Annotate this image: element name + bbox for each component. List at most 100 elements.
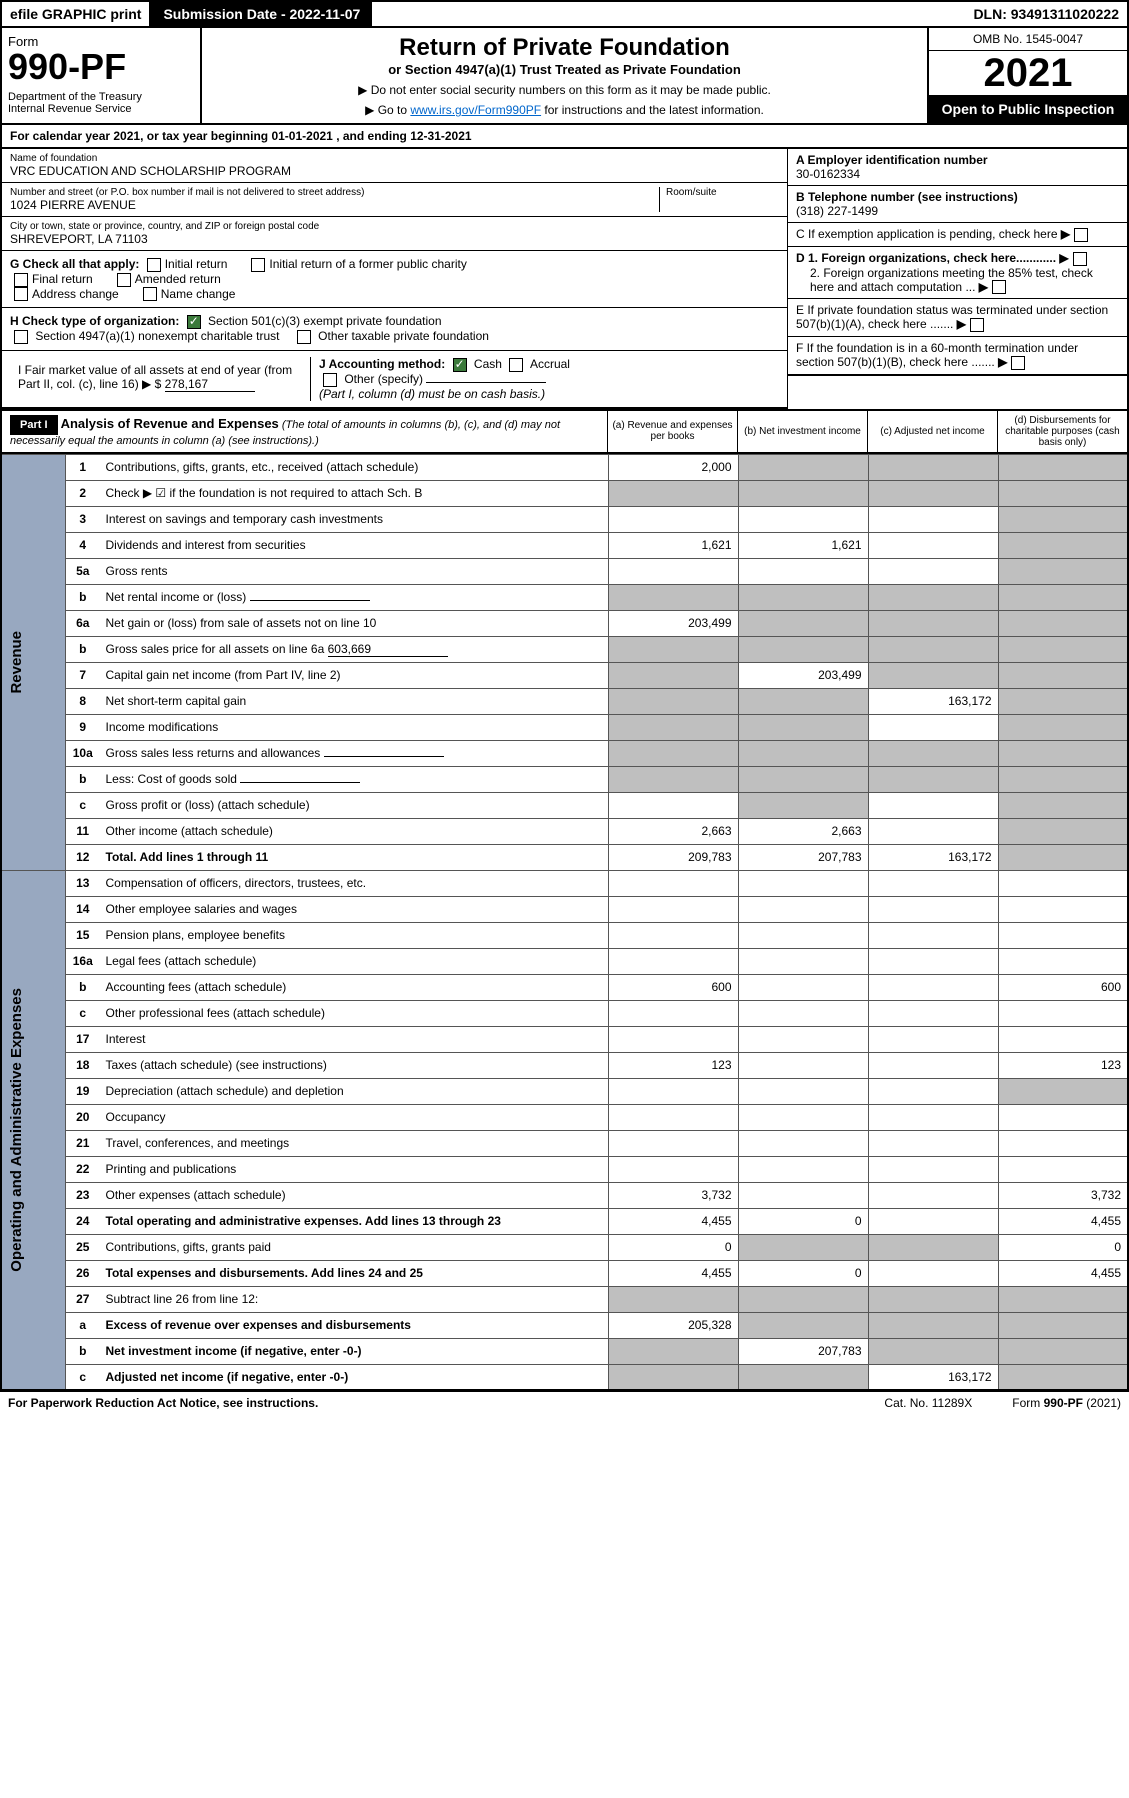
line-row: cOther professional fees (attach schedul… bbox=[1, 1000, 1128, 1026]
form-header: Form 990-PF Department of the Treasury I… bbox=[0, 28, 1129, 125]
cell-b bbox=[738, 766, 868, 792]
cell-b bbox=[738, 1312, 868, 1338]
h-checkbox-501c3[interactable] bbox=[187, 315, 201, 329]
line-label: Taxes (attach schedule) (see instruction… bbox=[100, 1052, 609, 1078]
lines-table: Revenue1Contributions, gifts, grants, et… bbox=[0, 454, 1129, 1392]
cell-a: 3,732 bbox=[608, 1182, 738, 1208]
f-checkbox[interactable] bbox=[1011, 356, 1025, 370]
d2-checkbox[interactable] bbox=[992, 280, 1006, 294]
line-row: 15Pension plans, employee benefits bbox=[1, 922, 1128, 948]
j-accrual-checkbox[interactable] bbox=[509, 358, 523, 372]
cell-d bbox=[998, 1130, 1128, 1156]
cell-c bbox=[868, 1078, 998, 1104]
j-cash-checkbox[interactable] bbox=[453, 358, 467, 372]
g-checkbox-4[interactable] bbox=[14, 287, 28, 301]
cell-c bbox=[868, 740, 998, 766]
footer-right: Form 990-PF (2021) bbox=[1012, 1396, 1121, 1410]
cell-b bbox=[738, 1234, 868, 1260]
cell-b bbox=[738, 714, 868, 740]
expenses-sidelabel: Operating and Administrative Expenses bbox=[8, 988, 25, 1272]
cell-b bbox=[738, 896, 868, 922]
line-row: cGross profit or (loss) (attach schedule… bbox=[1, 792, 1128, 818]
h-checkbox-other[interactable] bbox=[297, 330, 311, 344]
f-cell: F If the foundation is in a 60-month ter… bbox=[788, 337, 1127, 376]
cell-d bbox=[998, 454, 1128, 480]
cell-c bbox=[868, 636, 998, 662]
cell-d bbox=[998, 922, 1128, 948]
line-label: Gross sales price for all assets on line… bbox=[100, 636, 609, 662]
name-label: Name of foundation bbox=[10, 153, 779, 164]
part1-desc: Part I Analysis of Revenue and Expenses … bbox=[2, 411, 607, 452]
line-number: a bbox=[66, 1312, 100, 1338]
line-row: bNet rental income or (loss) bbox=[1, 584, 1128, 610]
line-label: Depreciation (attach schedule) and deple… bbox=[100, 1078, 609, 1104]
line-number: 9 bbox=[66, 714, 100, 740]
cell-c bbox=[868, 454, 998, 480]
cell-a: 203,499 bbox=[608, 610, 738, 636]
cell-c: 163,172 bbox=[868, 1364, 998, 1390]
cell-d bbox=[998, 896, 1128, 922]
cell-b: 203,499 bbox=[738, 662, 868, 688]
cell-a: 2,663 bbox=[608, 818, 738, 844]
line-row: 9Income modifications bbox=[1, 714, 1128, 740]
line-row: 7Capital gain net income (from Part IV, … bbox=[1, 662, 1128, 688]
cell-a bbox=[608, 1364, 738, 1390]
cell-c bbox=[868, 1234, 998, 1260]
cell-c bbox=[868, 714, 998, 740]
g-checkbox-2[interactable] bbox=[14, 273, 28, 287]
cell-b bbox=[738, 688, 868, 714]
line-row: 14Other employee salaries and wages bbox=[1, 896, 1128, 922]
footer-left: For Paperwork Reduction Act Notice, see … bbox=[8, 1396, 318, 1410]
e-checkbox[interactable] bbox=[970, 318, 984, 332]
cell-a bbox=[608, 740, 738, 766]
tax-year: 2021 bbox=[929, 51, 1127, 95]
j-cash: Cash bbox=[474, 357, 502, 371]
j-other-checkbox[interactable] bbox=[323, 373, 337, 387]
form-link[interactable]: www.irs.gov/Form990PF bbox=[410, 103, 541, 117]
cell-d bbox=[998, 532, 1128, 558]
cell-c bbox=[868, 1130, 998, 1156]
cal-pre: For calendar year 2021, or tax year begi… bbox=[10, 129, 271, 143]
addr-label: Number and street (or P.O. box number if… bbox=[10, 187, 659, 198]
cell-b bbox=[738, 1104, 868, 1130]
cell-d bbox=[998, 1364, 1128, 1390]
cell-b bbox=[738, 454, 868, 480]
cell-a bbox=[608, 662, 738, 688]
line-row: 5aGross rents bbox=[1, 558, 1128, 584]
cell-d bbox=[998, 1286, 1128, 1312]
line-row: 20Occupancy bbox=[1, 1104, 1128, 1130]
line-label: Total. Add lines 1 through 11 bbox=[100, 844, 609, 870]
cell-c bbox=[868, 662, 998, 688]
line-number: 24 bbox=[66, 1208, 100, 1234]
cell-a bbox=[608, 480, 738, 506]
g-checkbox-0[interactable] bbox=[147, 258, 161, 272]
h-opt-2: Other taxable private foundation bbox=[318, 329, 489, 343]
h-checkbox-4947[interactable] bbox=[14, 330, 28, 344]
line-number: 3 bbox=[66, 506, 100, 532]
line-label: Excess of revenue over expenses and disb… bbox=[100, 1312, 609, 1338]
cell-d bbox=[998, 818, 1128, 844]
phone-value: (318) 227-1499 bbox=[796, 204, 1119, 218]
cell-b bbox=[738, 740, 868, 766]
d1-label: D 1. Foreign organizations, check here..… bbox=[796, 251, 1056, 265]
col-a-header: (a) Revenue and expenses per books bbox=[607, 411, 737, 452]
d1-checkbox[interactable] bbox=[1073, 252, 1087, 266]
cell-a bbox=[608, 584, 738, 610]
g-checkbox-1[interactable] bbox=[251, 258, 265, 272]
g-checkbox-3[interactable] bbox=[117, 273, 131, 287]
cell-d: 123 bbox=[998, 1052, 1128, 1078]
phone-cell: B Telephone number (see instructions) (3… bbox=[788, 186, 1127, 223]
cell-a bbox=[608, 1156, 738, 1182]
room-label: Room/suite bbox=[666, 187, 779, 198]
line-label: Income modifications bbox=[100, 714, 609, 740]
city-value: SHREVEPORT, LA 71103 bbox=[10, 232, 779, 246]
line-number: 23 bbox=[66, 1182, 100, 1208]
cell-a bbox=[608, 1104, 738, 1130]
i-j-row: I Fair market value of all assets at end… bbox=[2, 351, 787, 409]
line-number: b bbox=[66, 584, 100, 610]
c-checkbox[interactable] bbox=[1074, 228, 1088, 242]
cell-c bbox=[868, 1312, 998, 1338]
line-number: 19 bbox=[66, 1078, 100, 1104]
cell-d bbox=[998, 1156, 1128, 1182]
g-checkbox-5[interactable] bbox=[143, 287, 157, 301]
